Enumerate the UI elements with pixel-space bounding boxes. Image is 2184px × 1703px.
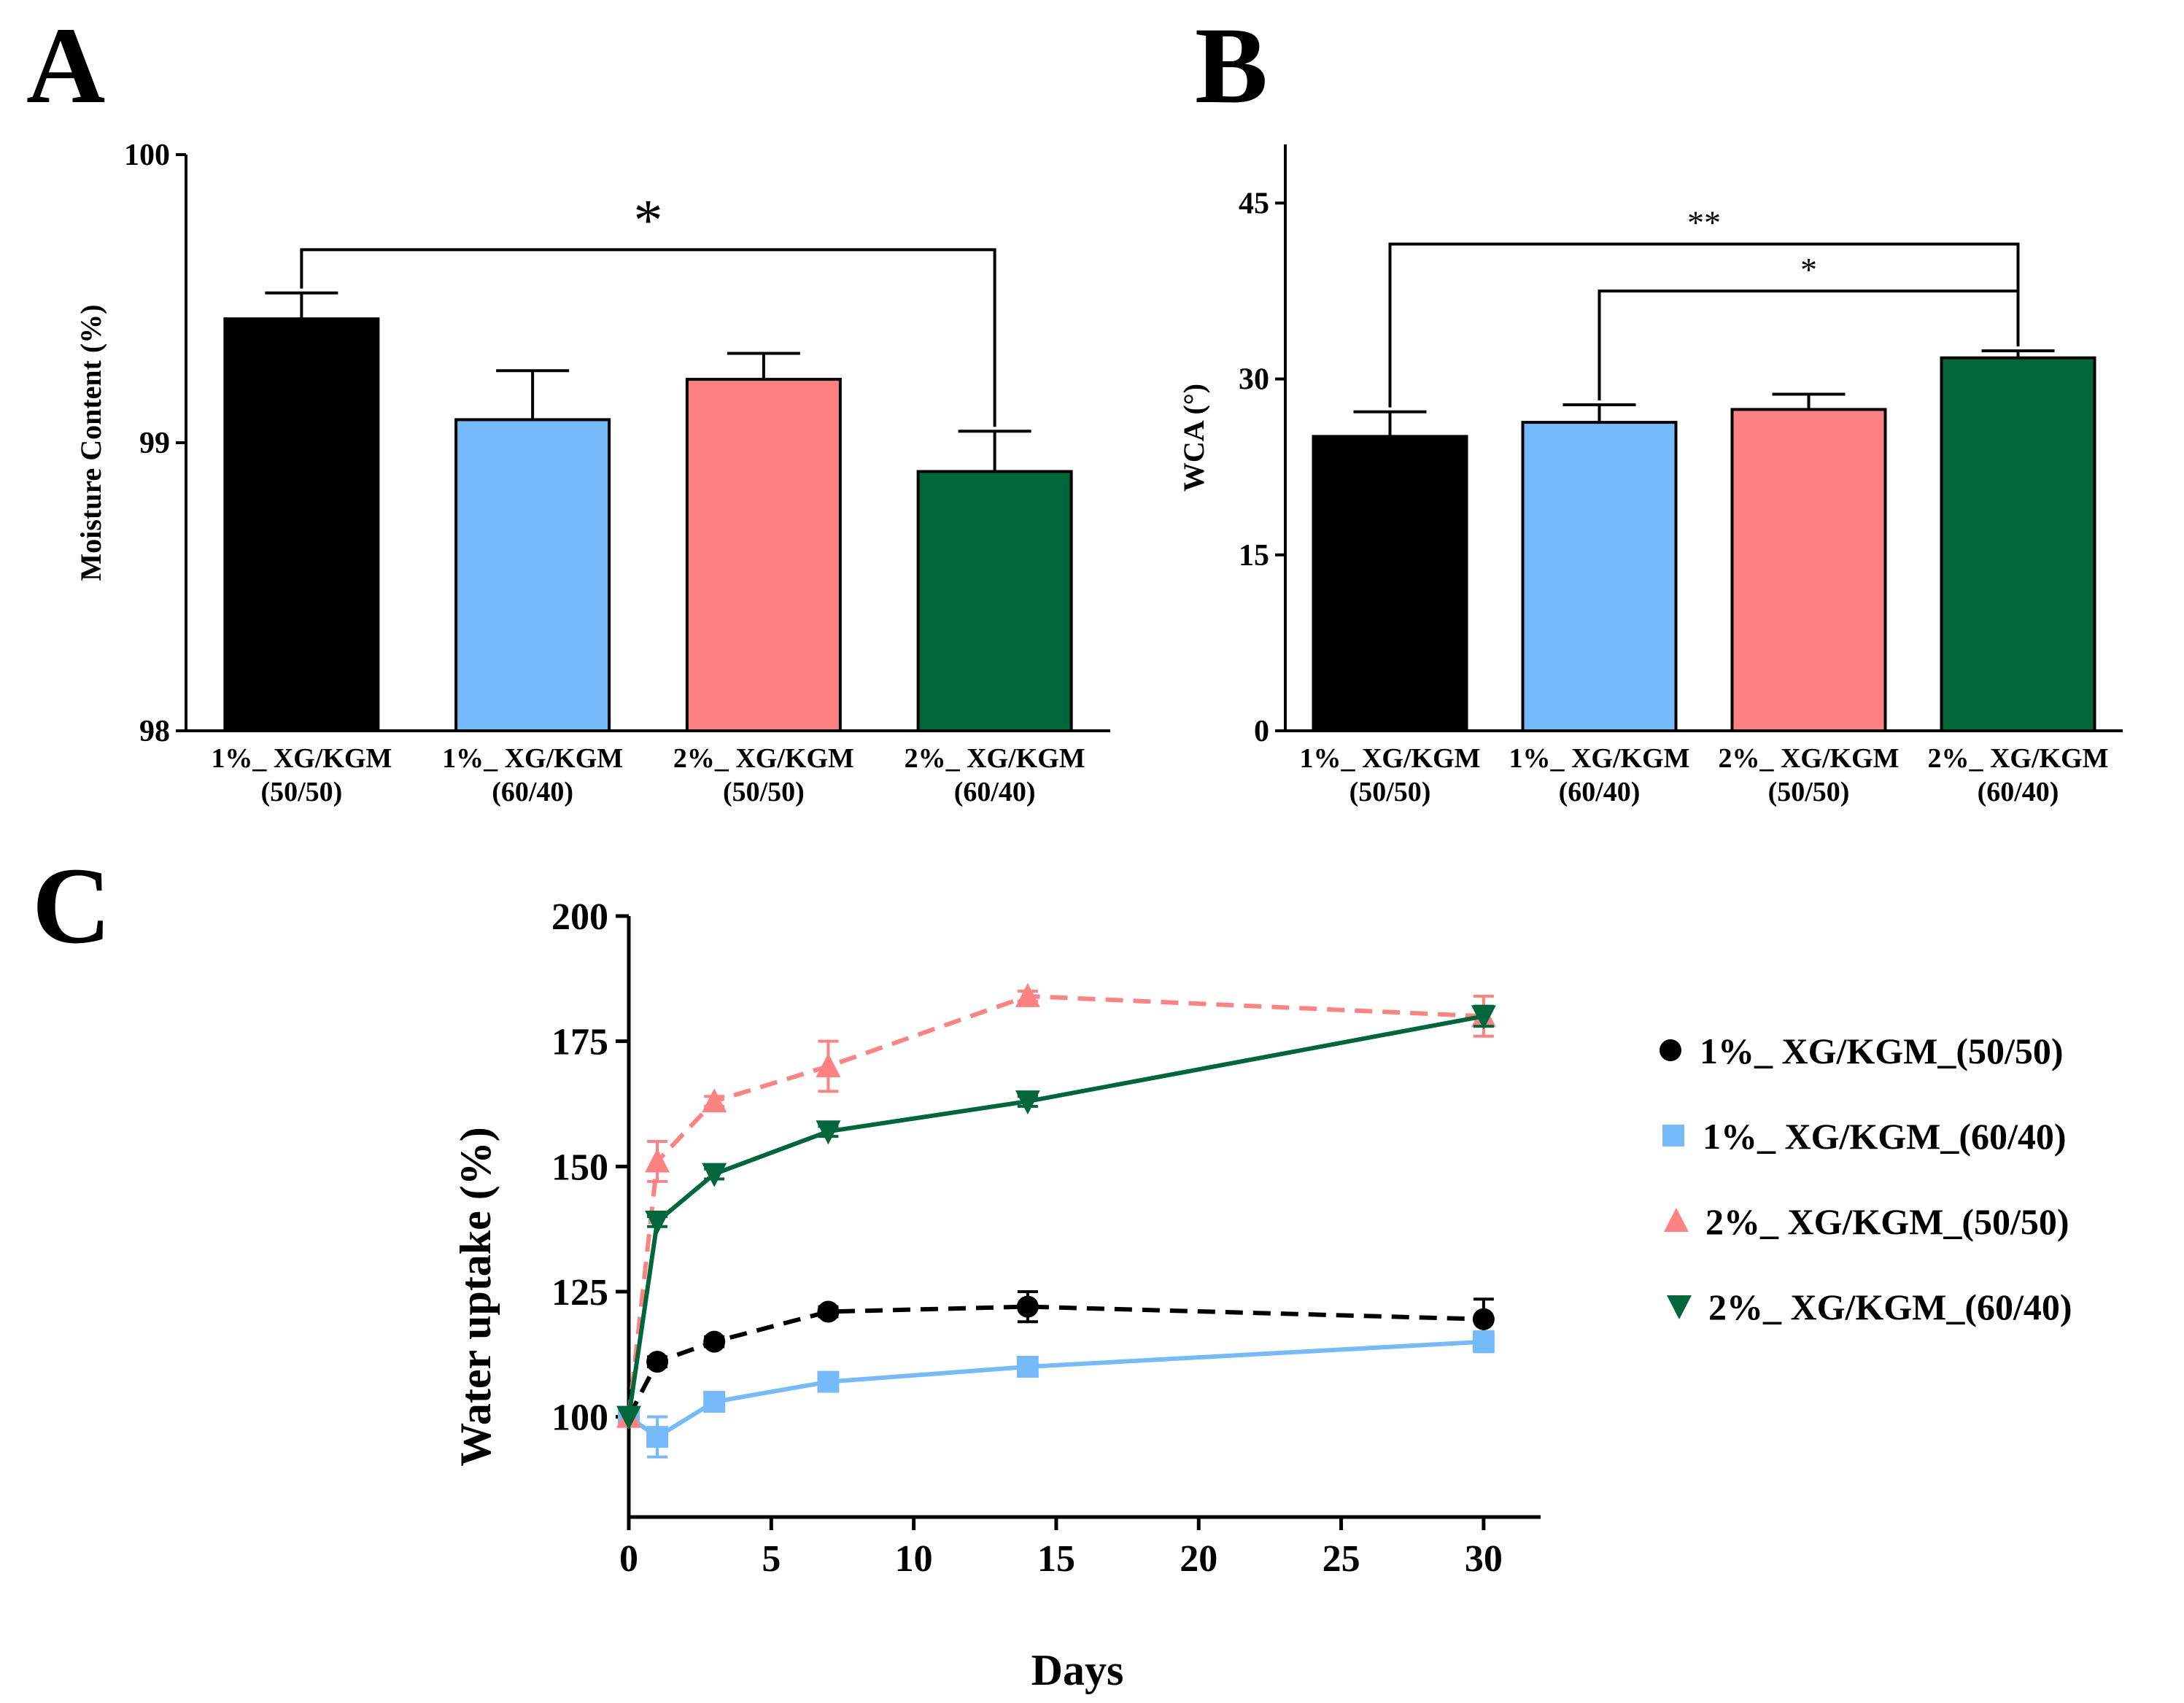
x-tick-label: 2%_ XG/KGM (905, 743, 1085, 774)
significance-label: * (1800, 251, 1817, 288)
series-line (627, 1014, 1484, 1418)
panel-label-b: B (1195, 5, 1268, 126)
data-point (646, 1426, 669, 1448)
line-chart-water-uptake: 100 125 150 175 200 0 5 10 15 20 25 30 Days Water upt… (452, 896, 1541, 1694)
data-point (1016, 1295, 1039, 1318)
series-1 (618, 1290, 1495, 1428)
legend-marker (1660, 1039, 1681, 1061)
x-tick-label: 25 (1323, 1538, 1360, 1580)
x-tick-label: 30 (1465, 1538, 1503, 1580)
x-tick-label: 15 (1037, 1538, 1075, 1580)
data-point (646, 1351, 669, 1373)
series-2 (618, 1330, 1495, 1459)
x-tick-label: 2%_ XG/KGM (1927, 743, 2108, 774)
series-line (627, 993, 1484, 1417)
data-point (816, 1053, 841, 1077)
panel-label-c: C (32, 845, 111, 966)
data-point (703, 1391, 726, 1413)
series-line (627, 1339, 1484, 1440)
y-tick-label: 100 (551, 1397, 608, 1439)
data-point (616, 1405, 641, 1430)
x-tick-label: (60/40) (1978, 777, 2059, 807)
y-tick-label: 30 (1239, 363, 1269, 397)
significance-bracket (300, 248, 996, 427)
x-tick-label: (50/50) (1349, 777, 1431, 807)
data-point (1471, 1005, 1496, 1030)
x-axis-label: Days (1031, 1646, 1124, 1694)
bar (685, 378, 842, 732)
bar (454, 418, 611, 733)
y-tick-label: 150 (551, 1147, 608, 1188)
data-point (645, 1148, 670, 1173)
x-tick-label: (50/50) (1768, 777, 1850, 807)
x-tick-label: 1%_ XG/KGM (1509, 743, 1689, 774)
series-3 (616, 982, 1496, 1428)
bar (916, 470, 1073, 732)
y-tick-label: 200 (551, 896, 608, 938)
y-tick-label: 0 (1254, 715, 1269, 748)
x-tick-label: 20 (1180, 1538, 1217, 1580)
data-point (1015, 982, 1040, 1007)
x-tick-label: 1%_ XG/KGM (211, 743, 392, 774)
legend: 1%_ XG/KGM_(50/50) 1%_ XG/KGM_(60/40) 2%_ … (1660, 1031, 2072, 1327)
series-4 (616, 1004, 1496, 1430)
y-axis-label: Water uptake (%) (452, 1127, 500, 1467)
x-tick-label: 2%_ XG/KGM (1718, 743, 1899, 774)
legend-label: 1%_ XG/KGM_(50/50) (1700, 1031, 2064, 1071)
data-point (703, 1330, 726, 1353)
x-tick-label: (60/40) (1559, 777, 1641, 807)
legend-marker (1662, 1125, 1684, 1147)
x-tick-label: 10 (895, 1538, 933, 1580)
x-tick-label: 5 (762, 1538, 781, 1580)
y-tick-label: 100 (124, 139, 170, 172)
x-tick-label: (60/40) (492, 777, 573, 807)
x-tick-label: (60/40) (954, 777, 1036, 807)
y-tick-label: 125 (551, 1272, 608, 1314)
legend-marker (1664, 1208, 1689, 1232)
data-point (1015, 1090, 1040, 1115)
data-point (702, 1163, 727, 1187)
x-tick-label: 0 (619, 1538, 638, 1580)
legend-label: 1%_ XG/KGM_(60/40) (1703, 1116, 2067, 1157)
y-tick-label: 175 (551, 1022, 608, 1063)
significance-label: ** (1687, 204, 1721, 241)
panel-label-a: A (26, 5, 105, 126)
bar (1940, 356, 2096, 732)
x-tick-label: (50/50) (260, 777, 342, 807)
bar (223, 317, 380, 732)
y-axis-label: Moisture Content (%) (74, 304, 107, 581)
data-point (702, 1088, 727, 1113)
legend-label: 2%_ XG/KGM_(50/50) (1705, 1201, 2069, 1242)
series-line (627, 1304, 1484, 1419)
legend-label: 2%_ XG/KGM_(60/40) (1708, 1287, 2072, 1327)
bar (1521, 421, 1678, 732)
bar (1312, 435, 1468, 733)
data-point (1472, 1308, 1495, 1330)
data-point (645, 1210, 670, 1235)
y-tick-label: 99 (139, 427, 170, 460)
x-tick-label: 1%_ XG/KGM (1299, 743, 1480, 774)
y-tick-label: 98 (139, 715, 170, 748)
y-axis-label: WCA (°) (1177, 384, 1210, 492)
significance-bracket (1388, 242, 2020, 408)
y-tick-label: 15 (1239, 539, 1269, 573)
data-point (1472, 1330, 1495, 1353)
data-point (1016, 1356, 1039, 1378)
significance-label: * (634, 188, 663, 252)
legend-marker (1667, 1295, 1692, 1319)
data-point (817, 1300, 840, 1323)
data-point (817, 1370, 840, 1393)
x-tick-label: (50/50) (723, 777, 805, 807)
bar (1730, 408, 1887, 733)
data-point (816, 1120, 841, 1145)
x-tick-label: 1%_ XG/KGM (442, 743, 623, 774)
x-tick-label: 2%_ XG/KGM (673, 743, 854, 774)
y-tick-label: 45 (1239, 187, 1269, 220)
significance-bracket (1598, 290, 2020, 400)
